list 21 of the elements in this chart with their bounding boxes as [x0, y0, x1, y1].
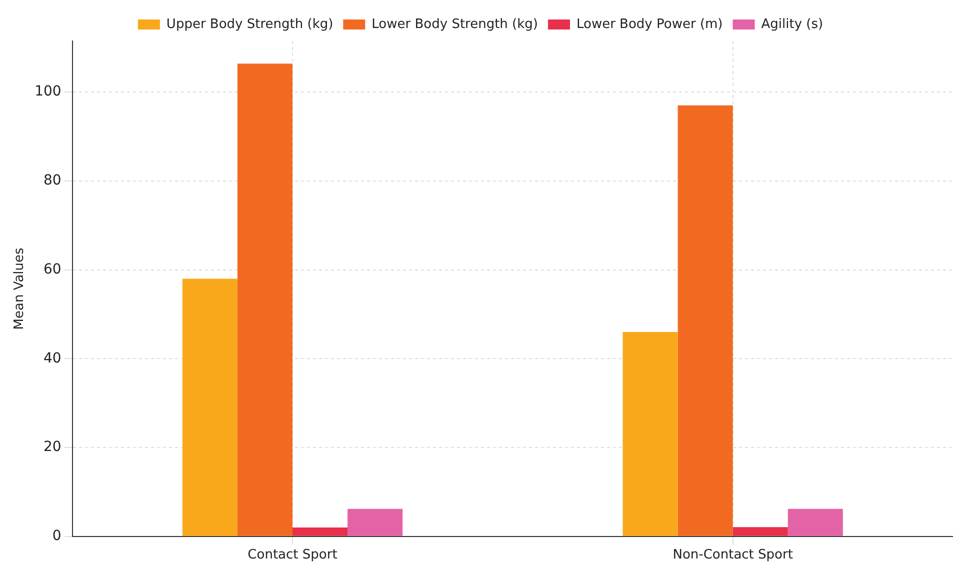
- bar: [622, 332, 678, 536]
- y-tick-label: 60: [43, 261, 62, 278]
- y-tick-label: 20: [43, 439, 62, 456]
- bar: [292, 528, 348, 536]
- legend-label: Agility (s): [761, 16, 824, 32]
- legend-label: Upper Body Strength (kg): [166, 16, 334, 32]
- bar: [348, 508, 403, 536]
- bar: [678, 105, 733, 536]
- y-tick-label: 0: [52, 528, 62, 544]
- legend-label: Lower Body Strength (kg): [372, 16, 538, 32]
- x-tick-label: Non-Contact Sport: [672, 548, 793, 563]
- y-tick-label: 100: [34, 84, 62, 100]
- bar: [788, 508, 843, 536]
- x-tick-label: Contact Sport: [248, 548, 338, 563]
- bar: [182, 278, 238, 536]
- bar: [732, 527, 788, 536]
- y-tick-label: 80: [43, 172, 62, 189]
- legend-label: Lower Body Power (m): [576, 16, 723, 32]
- y-tick-label: 40: [43, 350, 62, 366]
- y-axis-title: Mean Values: [12, 247, 28, 330]
- bar: [237, 64, 292, 536]
